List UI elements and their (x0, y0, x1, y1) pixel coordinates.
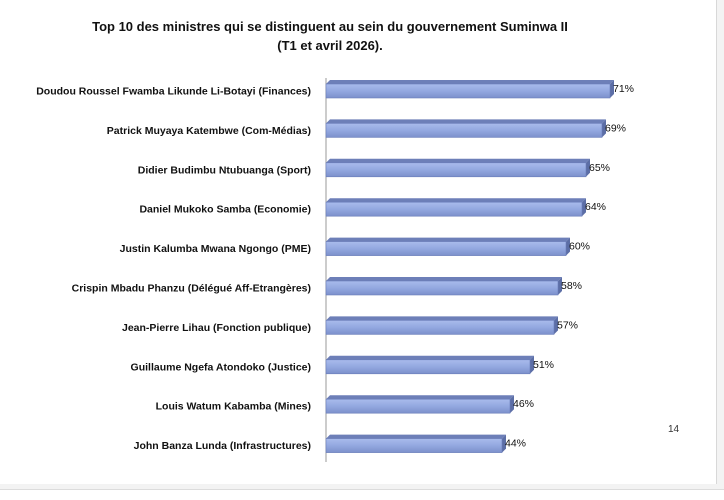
category-label: Justin Kalumba Mwana Ngongo (PME) (120, 243, 311, 255)
bar-group: Patrick Muyaya Katembwe (Com-Médias) 69% (107, 119, 626, 138)
data-label: 58% (561, 280, 582, 292)
category-label: Daniel Mukoko Samba (Economie) (139, 204, 311, 216)
bar-top-face (326, 355, 534, 360)
bar-top-face (326, 119, 606, 124)
bar-chart: Doudou Roussel Fwamba Likunde Li-Botayi … (36, 78, 634, 462)
bar-side-face (530, 355, 534, 374)
data-label: 65% (589, 162, 610, 174)
chart-title-line: Top 10 des ministres qui se distinguent … (92, 19, 568, 34)
bar (325, 123, 603, 138)
bar-top-face (326, 158, 590, 163)
bar-top-face (326, 277, 562, 281)
bar-group: Didier Budimbu Ntubuanga (Sport) 65% (138, 158, 610, 178)
bar-group: Justin Kalumba Mwana Ngongo (PME) 60% (120, 237, 590, 256)
bar (325, 162, 587, 178)
bar-top-face (326, 316, 558, 321)
data-label: 44% (505, 438, 526, 450)
data-label: 46% (513, 398, 534, 410)
bar-side-face (610, 80, 614, 98)
bar-side-face (558, 277, 562, 295)
bar (325, 398, 511, 414)
page-number: 14 (668, 424, 680, 435)
bar-group: Louis Watum Kabamba (Mines) 46% (156, 395, 534, 414)
bar-side-face (554, 316, 558, 335)
bar-group: Jean-Pierre Lihau (Fonction publique) 57% (122, 316, 578, 335)
bar (325, 359, 531, 375)
bar-side-face (586, 158, 590, 177)
data-label: 69% (605, 122, 626, 134)
bar-side-face (566, 237, 570, 256)
bar-top-face (326, 434, 506, 439)
slide: Top 10 des ministres qui se distinguent … (0, 0, 716, 484)
data-label: 71% (613, 83, 634, 95)
bar-top-face (326, 198, 586, 203)
bar-top-face (326, 80, 614, 84)
bar-top-face (326, 395, 514, 400)
bar-side-face (510, 395, 514, 414)
next-slide-preview (0, 489, 724, 500)
category-label: Patrick Muyaya Katembwe (Com-Médias) (107, 125, 311, 137)
bar (325, 320, 555, 335)
bar-group: Daniel Mukoko Samba (Economie) 64% (139, 198, 606, 217)
data-label: 64% (585, 201, 606, 213)
bar-group: Crispin Mbadu Phanzu (Délégué Aff-Etrang… (72, 277, 582, 296)
bar-group: John Banza Lunda (Infrastructures) 44% (134, 434, 526, 453)
category-label: Guillaume Ngefa Atondoko (Justice) (131, 361, 311, 373)
bar (325, 438, 503, 453)
slide-edge (716, 0, 717, 484)
bars-layer: Doudou Roussel Fwamba Likunde Li-Botayi … (36, 80, 634, 453)
chart-subtitle: (T1 et avril 2026). (277, 38, 383, 53)
category-label: Didier Budimbu Ntubuanga (Sport) (138, 164, 311, 176)
bar-group: Doudou Roussel Fwamba Likunde Li-Botayi … (36, 80, 634, 99)
bar (325, 83, 611, 99)
bar-top-face (326, 237, 570, 242)
category-label: Jean-Pierre Lihau (Fonction publique) (122, 322, 311, 334)
chart-title: Top 10 des ministres qui se distinguent … (60, 17, 600, 55)
category-label: Crispin Mbadu Phanzu (Délégué Aff-Etrang… (72, 283, 311, 295)
data-label: 57% (557, 319, 578, 331)
bar (325, 280, 559, 296)
bar-side-face (502, 434, 506, 453)
category-label: Louis Watum Kabamba (Mines) (156, 401, 311, 413)
bar (325, 201, 583, 217)
bar-side-face (602, 119, 606, 138)
bar-group: Guillaume Ngefa Atondoko (Justice) 51% (131, 355, 554, 375)
data-label: 51% (533, 359, 554, 371)
data-label: 60% (569, 241, 590, 253)
category-label: John Banza Lunda (Infrastructures) (134, 440, 311, 452)
category-label: Doudou Roussel Fwamba Likunde Li-Botayi … (36, 86, 311, 98)
bar-side-face (582, 198, 586, 217)
bar (325, 241, 567, 256)
